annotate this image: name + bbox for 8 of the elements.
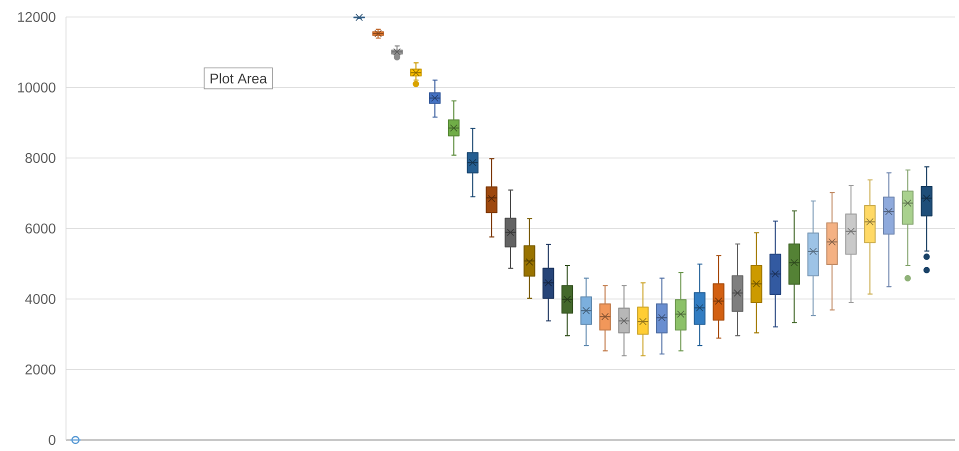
annotation: Plot Area — [210, 73, 268, 84]
y-tick-label: 2000 — [26, 364, 56, 374]
y-tick-label: 12000 — [18, 12, 56, 22]
y-tick-label: 4000 — [25, 294, 56, 304]
y-tick-label: 10000 — [18, 82, 56, 92]
y-tick-label: 6000 — [26, 224, 56, 234]
y-tick-label: 0 — [48, 435, 56, 445]
y-tick-label: 8000 — [25, 153, 56, 163]
